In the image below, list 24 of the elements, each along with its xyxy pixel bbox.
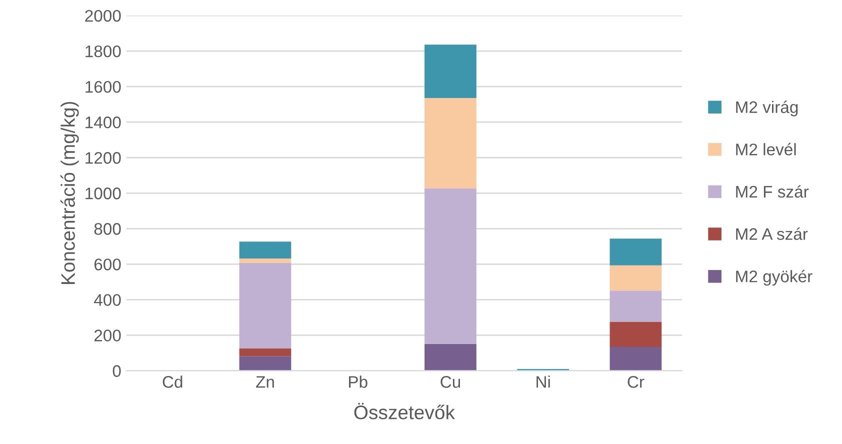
y-tick-label: 800 — [94, 223, 121, 235]
legend-label: M2 gyökér — [736, 270, 812, 286]
y-tick-label: 400 — [94, 294, 121, 306]
y-tick-label: 1400 — [86, 116, 121, 128]
y-tick-label: 200 — [94, 330, 121, 342]
y-tick-label: 0 — [112, 365, 121, 377]
y-tick-label: 2000 — [85, 10, 121, 22]
y-tick-label: 600 — [94, 258, 121, 270]
y-tick-label: 1800 — [86, 45, 121, 58]
legend-label: M2 virág — [736, 100, 798, 116]
x-tick-label: Ni — [536, 376, 550, 388]
legend-label: M2 levél — [736, 142, 796, 156]
legend-label: M2 A szár — [736, 228, 808, 240]
legend-label: M2 F szár — [736, 185, 809, 198]
x-tick-label: Cd — [162, 376, 182, 388]
y-tick-label: 1600 — [86, 80, 121, 93]
x-tick-label: Pb — [349, 376, 368, 388]
x-tick-label: Cu — [440, 376, 460, 388]
x-axis-title: Összetevők — [354, 402, 455, 420]
x-tick-label: Cr — [628, 376, 644, 388]
y-axis-title: Koncentráció (mg/kg) — [60, 102, 79, 284]
x-tick-label: Zn — [256, 376, 274, 388]
y-tick-label: 1000 — [86, 188, 121, 200]
y-tick-label: 1200 — [86, 152, 121, 164]
